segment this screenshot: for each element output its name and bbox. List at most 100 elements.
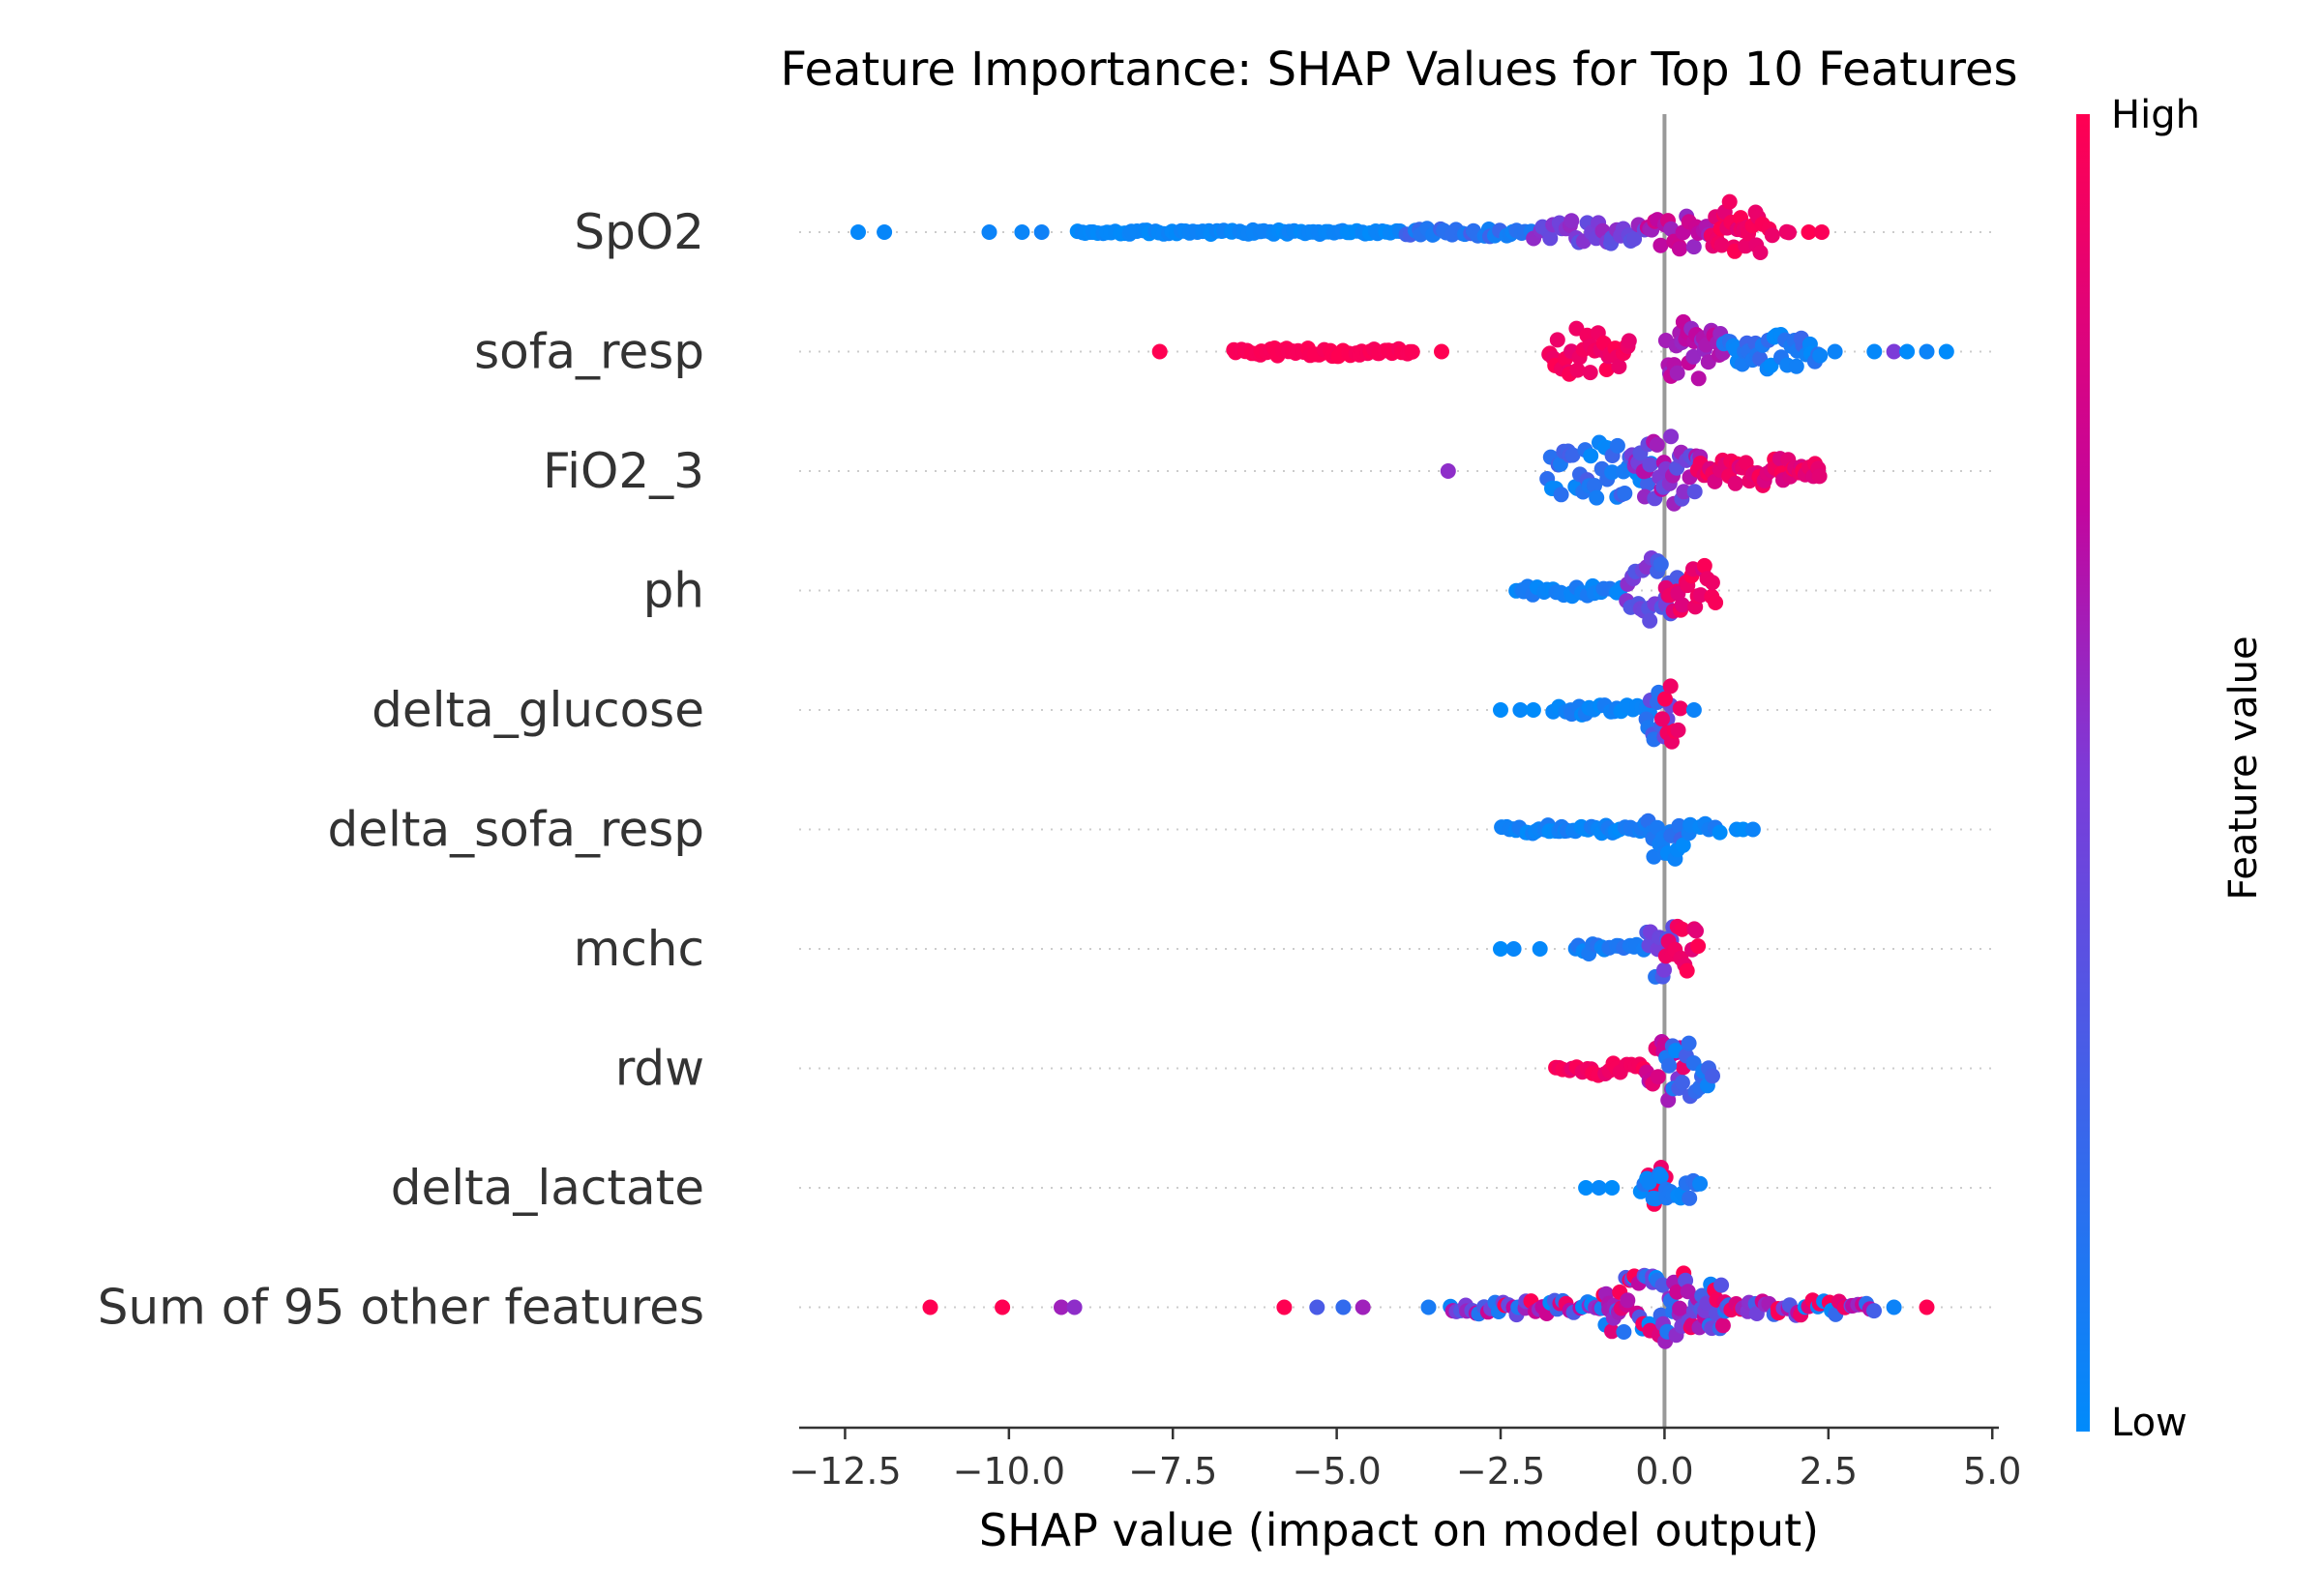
feature-points-2 [1440, 429, 1828, 512]
shap-point [1919, 343, 1935, 360]
feature-label: SpO2 [574, 204, 704, 260]
shap-point [1335, 1299, 1352, 1315]
shap-point [1033, 224, 1050, 240]
shap-point [1752, 245, 1769, 260]
shap-point [1688, 923, 1704, 939]
shap-point [1674, 921, 1690, 937]
shap-point [1938, 343, 1954, 360]
chart-title: Feature Importance: SHAP Values for Top … [780, 43, 2017, 97]
shap-point [1690, 938, 1707, 955]
x-tick-label: −5.0 [1292, 1450, 1381, 1493]
shap-point [1705, 1068, 1720, 1084]
shap-point [1642, 457, 1658, 473]
data-points [850, 193, 1954, 1349]
shap-point [1812, 347, 1829, 364]
shap-point [1721, 193, 1738, 210]
shap-point [1899, 343, 1916, 360]
shap-point [1669, 1284, 1685, 1300]
shap-point [1652, 1168, 1669, 1185]
shap-point [1542, 230, 1559, 247]
shap-point [1564, 447, 1581, 463]
shap-point [1434, 343, 1449, 360]
shap-point [1582, 365, 1598, 381]
feature-label: ph [643, 563, 704, 619]
shap-point [1549, 332, 1565, 348]
shap-point [1690, 370, 1707, 387]
shap-point [1674, 1075, 1690, 1091]
shap-point [1569, 362, 1586, 378]
shap-point [1676, 484, 1692, 500]
shap-point [1686, 484, 1703, 500]
row-guides [799, 231, 1999, 1309]
shap-point [1685, 348, 1702, 365]
x-tick-label: 2.5 [1800, 1450, 1858, 1493]
shap-point [1587, 478, 1602, 493]
feature-label: Sum of 95 other features [98, 1280, 704, 1336]
shap-point [1604, 464, 1621, 481]
shap-point [1609, 437, 1625, 454]
shap-point [1674, 597, 1690, 613]
shap-point [1685, 239, 1702, 255]
shap-point [1440, 463, 1456, 479]
shap-point [1563, 213, 1580, 229]
shap-point [1591, 1180, 1607, 1196]
shap-point [1604, 1323, 1620, 1340]
shap-point [1713, 237, 1730, 253]
colorbar-low-label: Low [2111, 1401, 2188, 1445]
shap-point [1685, 702, 1702, 718]
shap-point [1640, 476, 1655, 492]
shap-point [1589, 489, 1605, 506]
shap-point [1727, 475, 1743, 491]
feature-label: delta_sofa_resp [327, 802, 704, 858]
shap-point [1276, 1299, 1293, 1315]
shap-point [1649, 436, 1665, 453]
shap-point [1604, 1180, 1621, 1196]
shap-point [1656, 961, 1672, 978]
feature-points-5 [1494, 813, 1761, 867]
shap-point [1493, 941, 1508, 957]
shap-point [1886, 1299, 1902, 1315]
shap-point [981, 224, 997, 240]
shap-point [1066, 1299, 1083, 1315]
shap-point [1696, 557, 1712, 574]
shap-point [1617, 486, 1633, 501]
shap-point [1054, 1299, 1069, 1315]
feature-label: delta_glucose [372, 682, 704, 738]
shap-point [1532, 941, 1548, 957]
shap-point [1788, 358, 1804, 374]
shap-point [1672, 241, 1687, 257]
shap-point [1420, 1299, 1437, 1315]
shap-point [1708, 595, 1724, 610]
shap-point [1654, 711, 1670, 727]
shap-point [1662, 678, 1679, 695]
shap-point [1682, 1190, 1698, 1206]
shap-point [1886, 343, 1902, 360]
x-axis-ticks: −12.5 −10.0 −7.5 −5.0 −2.5 0.0 2.5 5.0 [789, 1428, 2021, 1493]
shap-point [1801, 224, 1817, 240]
feature-labels: SpO2 sofa_resp FiO2_3ph delta_glucose delta_… [98, 204, 704, 1336]
shap-point [1657, 691, 1673, 707]
colorbar-title: Feature value [2221, 635, 2266, 900]
shap-point [1670, 722, 1686, 738]
shap-point [1620, 1292, 1636, 1309]
shap-point [1661, 1057, 1678, 1074]
shap-point [1714, 1317, 1731, 1334]
shap-point [1672, 1300, 1688, 1316]
feature-points-3 [1508, 550, 1724, 629]
shap-point [1616, 1324, 1632, 1340]
shap-point [1626, 231, 1643, 247]
shap-point [1151, 343, 1168, 360]
shap-point [1866, 1303, 1882, 1319]
shap-point [1663, 221, 1680, 237]
shap-point [1672, 700, 1688, 717]
shap-point [1679, 962, 1695, 979]
shap-point [1692, 1175, 1709, 1192]
shap-point [1866, 343, 1883, 360]
x-tick-label: −2.5 [1456, 1450, 1545, 1493]
shap-point [1512, 702, 1529, 718]
shap-point [1642, 612, 1658, 629]
shap-point [1621, 333, 1637, 349]
x-tick-label: 0.0 [1635, 1450, 1693, 1493]
shap-point [1781, 224, 1797, 241]
